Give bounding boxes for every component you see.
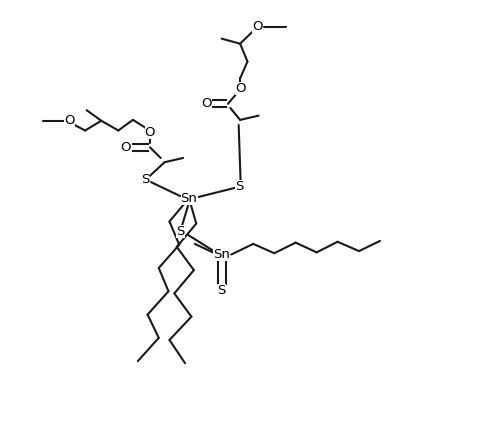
Text: O: O xyxy=(235,82,245,95)
Text: S: S xyxy=(176,225,185,238)
Text: O: O xyxy=(252,20,263,33)
Text: O: O xyxy=(145,126,155,139)
Text: Sn: Sn xyxy=(180,192,197,204)
Text: Sn: Sn xyxy=(213,248,230,261)
Text: S: S xyxy=(141,173,149,187)
Text: O: O xyxy=(64,114,75,127)
Text: S: S xyxy=(235,180,244,193)
Text: S: S xyxy=(218,284,226,296)
Text: O: O xyxy=(121,141,131,154)
Text: O: O xyxy=(201,97,211,110)
